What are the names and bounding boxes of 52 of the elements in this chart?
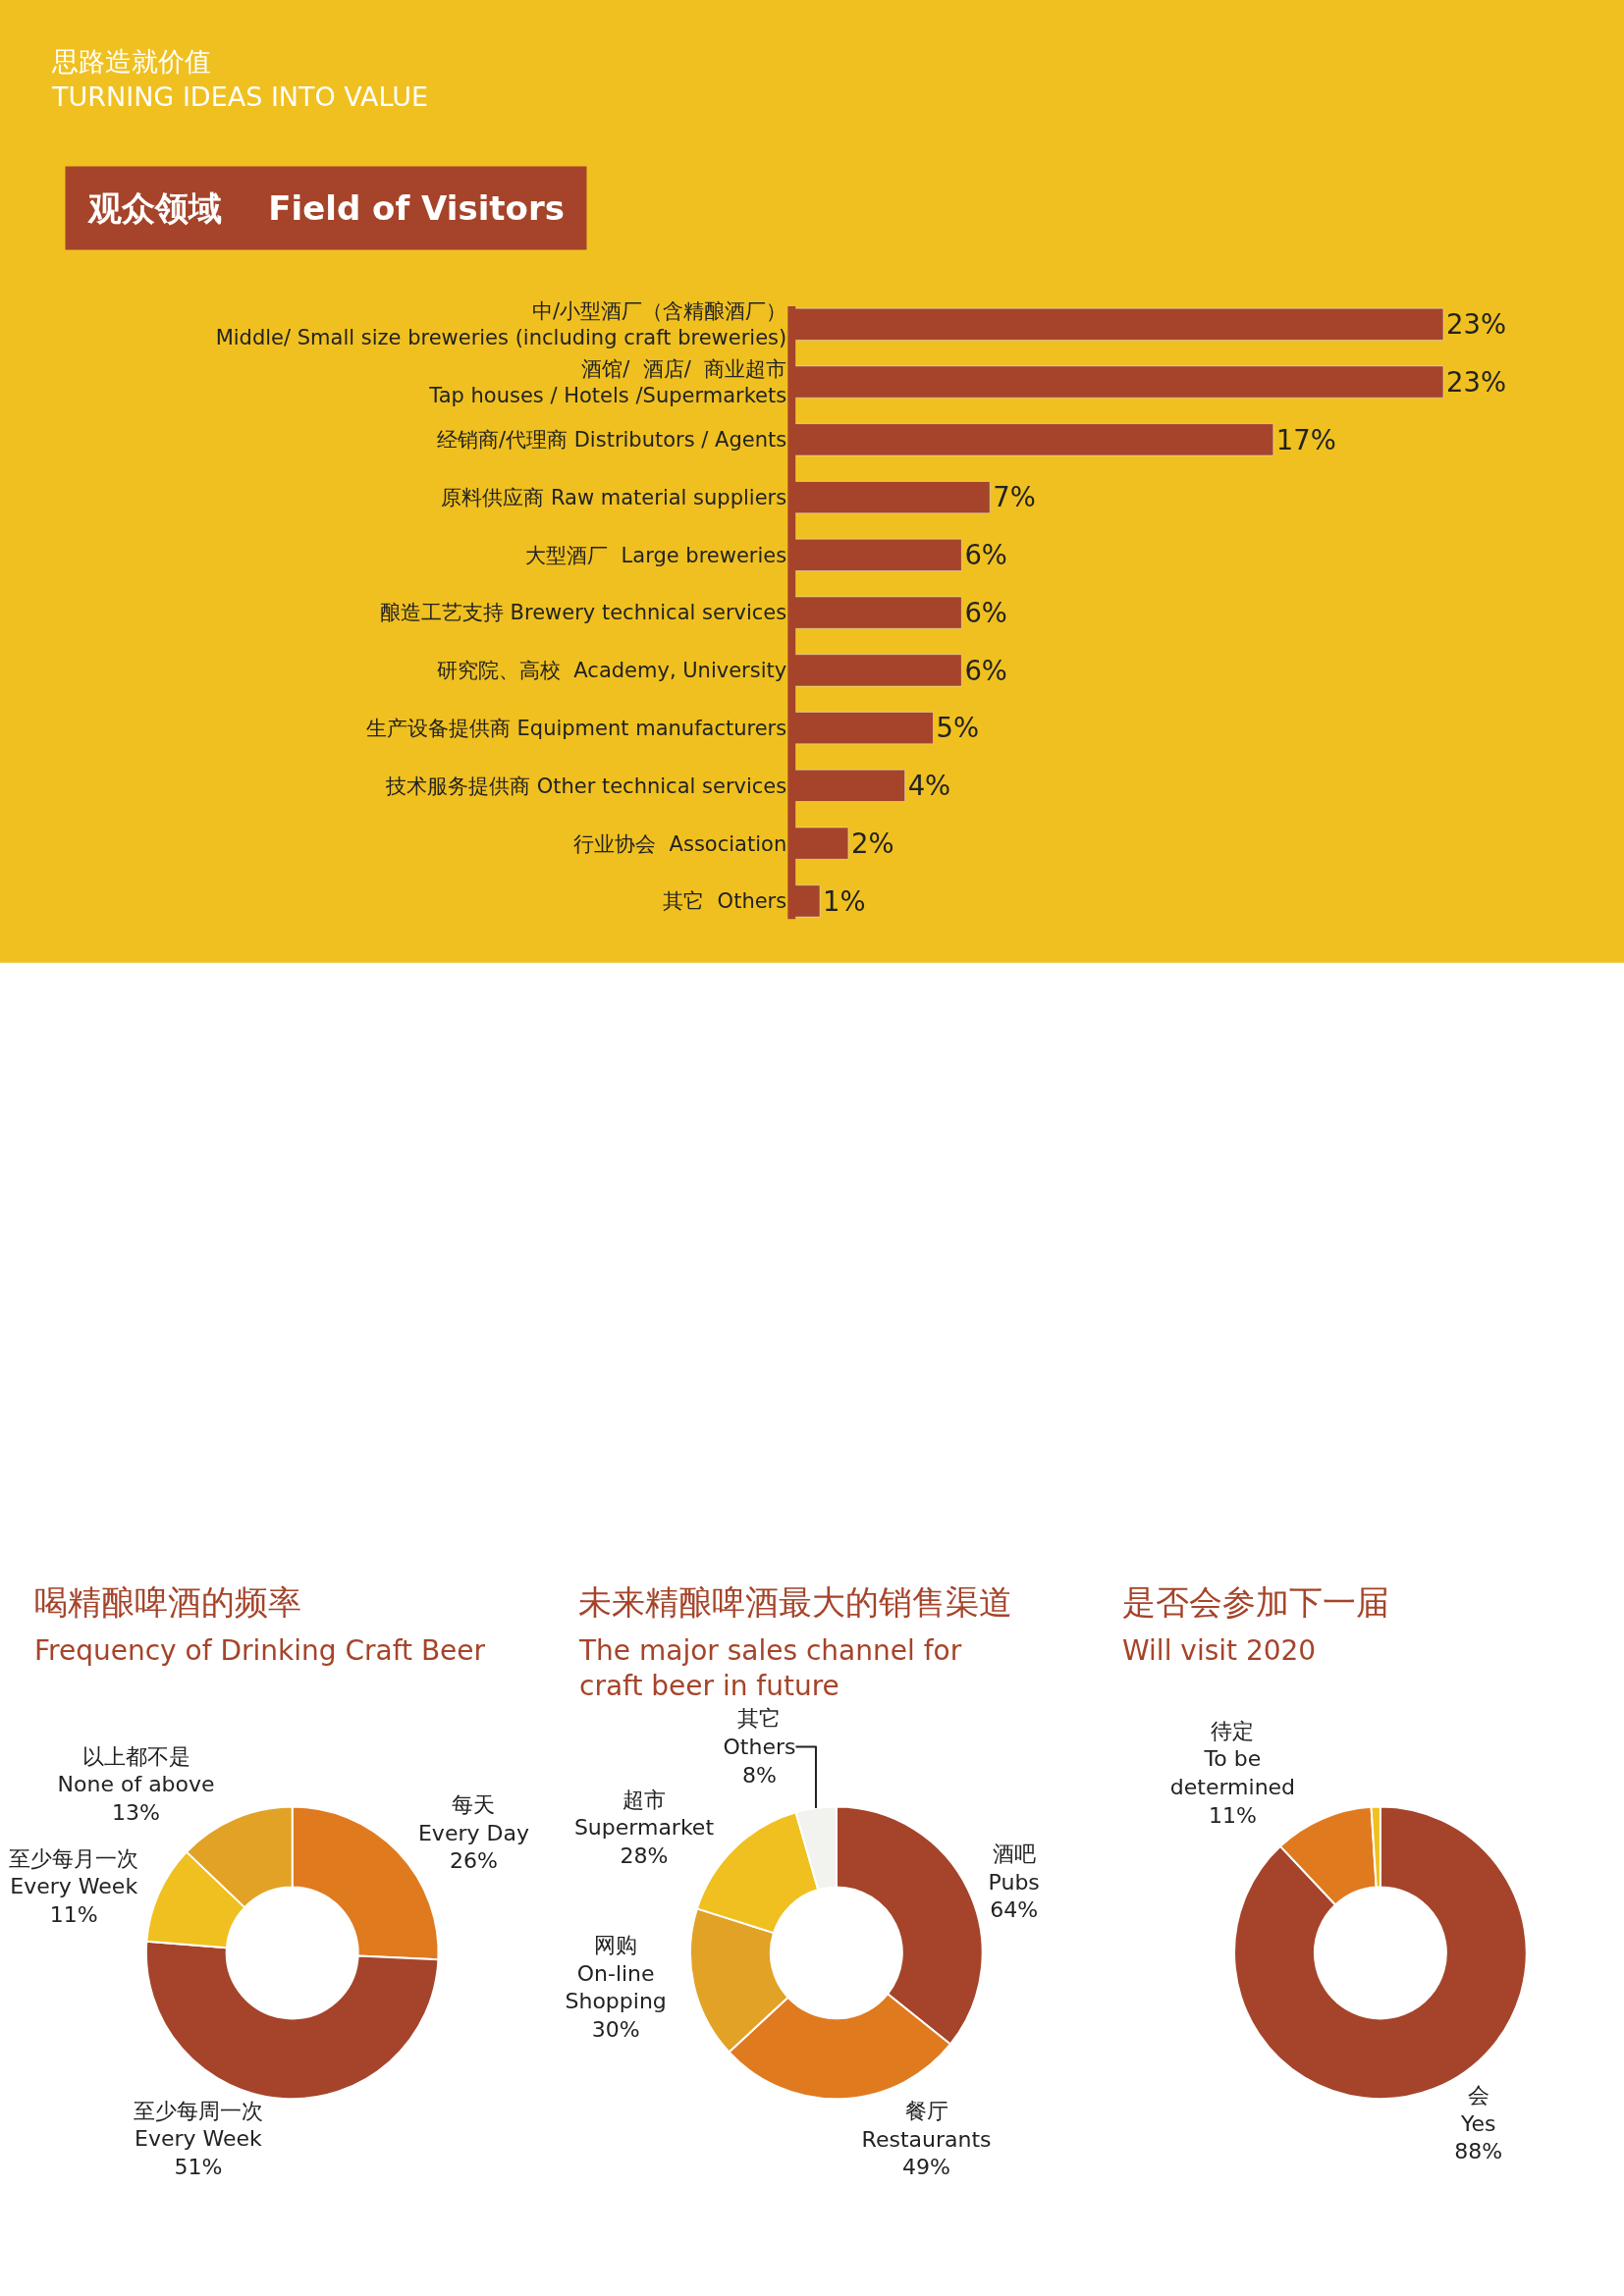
y-tick-label: 经销商/代理商 Distributors / Agents bbox=[436, 428, 787, 453]
text: TURNING IDEAS INTO VALUE bbox=[51, 81, 429, 112]
slice-label: 酒吧 Pubs bbox=[988, 1842, 1040, 1895]
y-tick-label: 其它 Others bbox=[663, 889, 787, 914]
data-label: 11% bbox=[1208, 1802, 1257, 1828]
data-label: 28% bbox=[620, 1842, 669, 1868]
y-tick-label: 研究院、高校 Academy, University bbox=[437, 659, 787, 683]
chart-title: 是否会参加下一届 bbox=[1122, 1582, 1389, 1622]
data-label: 51% bbox=[174, 2155, 223, 2179]
data-label: 30% bbox=[591, 2016, 640, 2042]
y-tick-label: 技术服务提供商 Other technical services bbox=[384, 774, 787, 798]
data-label: 6% bbox=[964, 540, 1007, 571]
data-label: 7% bbox=[993, 482, 1036, 513]
slice-label: 会 Yes bbox=[1459, 2083, 1496, 2136]
data-label: 23% bbox=[1445, 366, 1507, 398]
data-label: 4% bbox=[907, 771, 951, 802]
y-tick-label: 酒馆/ 酒店/ 商业超市 Tap houses / Hotels /Supermarkets bbox=[428, 356, 787, 408]
data-label: 6% bbox=[964, 655, 1007, 686]
slice-label: 至少每月一次 Every Week bbox=[9, 1845, 139, 1899]
slice-label: 以上都不是 None of above bbox=[57, 1743, 215, 1797]
data-label: 49% bbox=[902, 2155, 950, 2180]
data-label: 2% bbox=[850, 828, 894, 859]
y-tick-label: 生产设备提供商 Equipment manufacturers bbox=[365, 716, 787, 740]
slice-label: 超市 Supermarket bbox=[573, 1787, 715, 1841]
chart-subtitle: Frequency of Drinking Craft Beer bbox=[34, 1634, 486, 1667]
y-tick-label: 大型酒厂 Large breweries bbox=[525, 543, 787, 567]
data-label: 23% bbox=[1445, 308, 1507, 340]
chart-title: 未来精酿啤酒最大的销售渠道 bbox=[578, 1582, 1012, 1622]
text: 思路造就价值 bbox=[51, 46, 211, 77]
data-label: 8% bbox=[742, 1762, 777, 1788]
data-label: 5% bbox=[936, 713, 980, 744]
data-label: 13% bbox=[112, 1799, 161, 1825]
data-label: 26% bbox=[449, 1848, 498, 1874]
slice-label: 至少每周一次 Every Week bbox=[133, 2098, 263, 2152]
y-tick-label: 中/小型酒厂（含精酿酒厂） Middle/ Small size breweries (including craft breweries) bbox=[215, 299, 787, 350]
y-tick-label: 酿造工艺支持 Brewery technical services bbox=[379, 601, 787, 625]
slice-label: 餐厅 Restaurants bbox=[861, 2099, 992, 2152]
data-label: 11% bbox=[49, 1901, 98, 1927]
y-tick-label: 行业协会 Association bbox=[573, 831, 787, 856]
data-label: 64% bbox=[990, 1897, 1039, 1923]
data-label: 17% bbox=[1275, 424, 1336, 455]
data-label: 1% bbox=[823, 885, 866, 917]
y-tick-label: 原料供应商 Raw material suppliers bbox=[441, 485, 787, 509]
chart-subtitle: Will visit 2020 bbox=[1122, 1634, 1317, 1667]
chart-subtitle: The major sales channel for craft beer in future bbox=[578, 1634, 962, 1703]
slice-label: 网购 On-line Shopping bbox=[565, 1933, 667, 2014]
slice-label: 每天 Every Day bbox=[417, 1791, 529, 1845]
data-label: 88% bbox=[1454, 2139, 1503, 2164]
text: 观众领域 Field of Visitors bbox=[87, 188, 565, 228]
slice-label: 待定 To be determined bbox=[1169, 1718, 1296, 1799]
data-label: 6% bbox=[964, 596, 1007, 628]
chart-title: 喝精酿啤酒的频率 bbox=[34, 1582, 301, 1622]
